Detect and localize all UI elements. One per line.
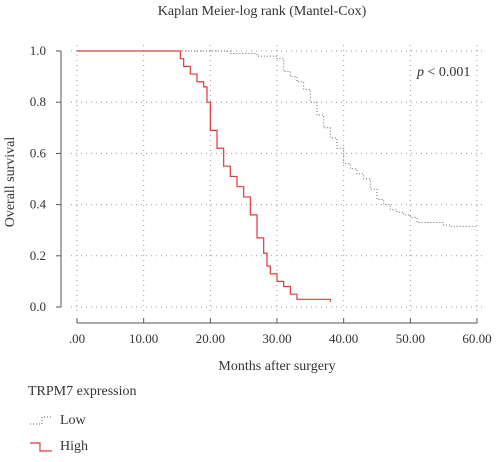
y-tick-label: 0.0 bbox=[30, 299, 46, 314]
grid bbox=[71, 45, 483, 313]
x-axis-label: Months after surgery bbox=[218, 359, 335, 374]
y-tick-label: 0.2 bbox=[30, 248, 46, 263]
series-lines bbox=[77, 50, 477, 302]
x-tick-label: 50.00 bbox=[396, 331, 425, 346]
legend: TRPM7 expression Low High bbox=[28, 384, 137, 462]
y-tick-label: 0.8 bbox=[30, 94, 46, 109]
x-tick-label: 10.00 bbox=[129, 331, 158, 346]
legend-label-low: Low bbox=[60, 413, 86, 428]
legend-item-low: Low bbox=[28, 410, 137, 432]
legend-item-high: High bbox=[28, 436, 137, 458]
series-high-line bbox=[77, 50, 331, 302]
legend-swatch-low bbox=[30, 416, 52, 425]
y-tick-label: 0.6 bbox=[30, 145, 47, 160]
y-tick-label: 1.0 bbox=[30, 43, 46, 58]
x-tick-label: 40.00 bbox=[329, 331, 358, 346]
x-tick-label: 30.00 bbox=[262, 331, 291, 346]
series-low-line bbox=[77, 50, 477, 227]
legend-label-high: High bbox=[60, 439, 88, 454]
axes: .00 10.00 20.00 30.00 40.00 50.00 60.00 0.0 0.2 0… bbox=[30, 43, 492, 346]
x-tick-label: 20.00 bbox=[196, 331, 225, 346]
x-tick-label: 60.00 bbox=[462, 331, 491, 346]
chart-title: Kaplan Meier-log rank (Mantel-Cox) bbox=[158, 4, 367, 19]
legend-title: TRPM7 expression bbox=[28, 384, 137, 399]
y-axis-label: Overall survival bbox=[3, 137, 18, 228]
y-tick-label: 0.4 bbox=[30, 197, 47, 212]
p-value-annotation: p < 0.001 bbox=[416, 65, 470, 80]
legend-swatch-high bbox=[30, 442, 52, 452]
x-tick-label: .00 bbox=[69, 331, 85, 346]
